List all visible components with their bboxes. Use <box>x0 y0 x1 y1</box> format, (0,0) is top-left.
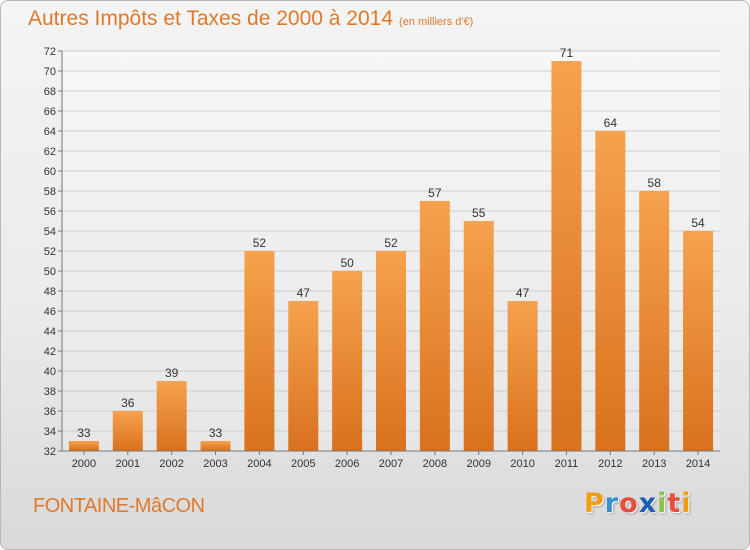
y-tick-label: 64 <box>44 126 56 138</box>
bar-2012[interactable] <box>595 131 626 451</box>
y-tick-label: 68 <box>44 86 56 98</box>
x-tick-label: 2006 <box>335 458 359 470</box>
bar-value-label: 33 <box>209 426 223 440</box>
logo-letter: i <box>681 488 692 519</box>
y-tick-label: 44 <box>44 326 56 338</box>
bar-2004[interactable] <box>244 251 275 451</box>
x-tick-label: 2003 <box>203 458 227 470</box>
bar-2002[interactable] <box>156 381 187 451</box>
y-tick-label: 48 <box>44 286 56 298</box>
logo-letter: i <box>657 488 668 519</box>
bar-value-label: 33 <box>77 426 91 440</box>
chart-title-text: Autres Impôts et Taxes de 2000 à 2014 <box>28 7 394 30</box>
logo-letter: t <box>667 488 682 519</box>
bar-value-label: 71 <box>560 46 574 60</box>
proxiti-logo[interactable]: Proxiti <box>584 488 692 519</box>
bar-2013[interactable] <box>639 191 670 451</box>
bar-value-label: 55 <box>472 206 486 220</box>
y-tick-label: 40 <box>44 366 56 378</box>
x-tick-label: 2005 <box>291 458 315 470</box>
y-tick-label: 66 <box>44 106 56 118</box>
y-tick-label: 58 <box>44 186 56 198</box>
y-tick-label: 34 <box>44 426 56 438</box>
x-tick-label: 2014 <box>686 458 710 470</box>
y-tick-label: 54 <box>44 226 56 238</box>
bar-2014[interactable] <box>683 231 714 451</box>
logo-letter: o <box>619 488 639 519</box>
x-tick-label: 2000 <box>72 458 96 470</box>
bar-value-label: 52 <box>253 236 267 250</box>
bar-value-label: 64 <box>604 116 618 130</box>
x-tick-label: 2013 <box>642 458 666 470</box>
bar-value-label: 47 <box>516 286 530 300</box>
commune-name: FONTAINE-MâCON <box>33 495 205 517</box>
y-tick-label: 60 <box>44 166 56 178</box>
bar-2010[interactable] <box>507 301 538 451</box>
y-tick-label: 36 <box>44 406 56 418</box>
logo-letter: r <box>604 488 620 519</box>
logo-letter: x <box>638 488 658 519</box>
bar-2000[interactable] <box>68 441 99 451</box>
y-tick-label: 32 <box>44 446 56 458</box>
chart-title: Autres Impôts et Taxes de 2000 à 2014 (en… <box>28 7 473 31</box>
bar-2005[interactable] <box>288 301 319 451</box>
x-tick-label: 2002 <box>159 458 183 470</box>
bar-value-label: 57 <box>428 186 442 200</box>
x-tick-label: 2009 <box>466 458 490 470</box>
bar-2011[interactable] <box>551 61 582 451</box>
x-tick-label: 2004 <box>247 458 271 470</box>
y-tick-label: 42 <box>44 346 56 358</box>
bar-value-label: 54 <box>691 216 705 230</box>
y-tick-label: 52 <box>44 246 56 258</box>
chart-subtitle: (en milliers d'€) <box>399 16 474 28</box>
y-tick-label: 70 <box>44 66 56 78</box>
x-tick-label: 2008 <box>423 458 447 470</box>
x-tick-label: 2007 <box>379 458 403 470</box>
x-tick-label: 2011 <box>555 458 579 470</box>
y-tick-label: 46 <box>44 306 56 318</box>
bar-value-label: 58 <box>648 176 662 190</box>
y-tick-label: 56 <box>44 206 56 218</box>
bar-2001[interactable] <box>112 411 143 451</box>
x-tick-label: 2012 <box>598 458 622 470</box>
bar-value-label: 36 <box>121 396 135 410</box>
x-tick-label: 2010 <box>510 458 534 470</box>
x-tick-label: 2001 <box>116 458 140 470</box>
bar-2003[interactable] <box>200 441 231 451</box>
bar-2009[interactable] <box>463 221 494 451</box>
y-tick-label: 50 <box>44 266 56 278</box>
bar-value-label: 52 <box>384 236 398 250</box>
bar-2008[interactable] <box>419 201 450 451</box>
logo-letter: P <box>584 488 605 519</box>
y-tick-label: 62 <box>44 146 56 158</box>
bar-2007[interactable] <box>376 251 406 451</box>
bar-2006[interactable] <box>332 271 363 451</box>
bar-value-label: 47 <box>297 286 311 300</box>
y-tick-label: 38 <box>44 386 56 398</box>
bar-value-label: 50 <box>340 256 354 270</box>
y-tick-label: 72 <box>44 46 56 58</box>
bar-value-label: 39 <box>165 366 179 380</box>
